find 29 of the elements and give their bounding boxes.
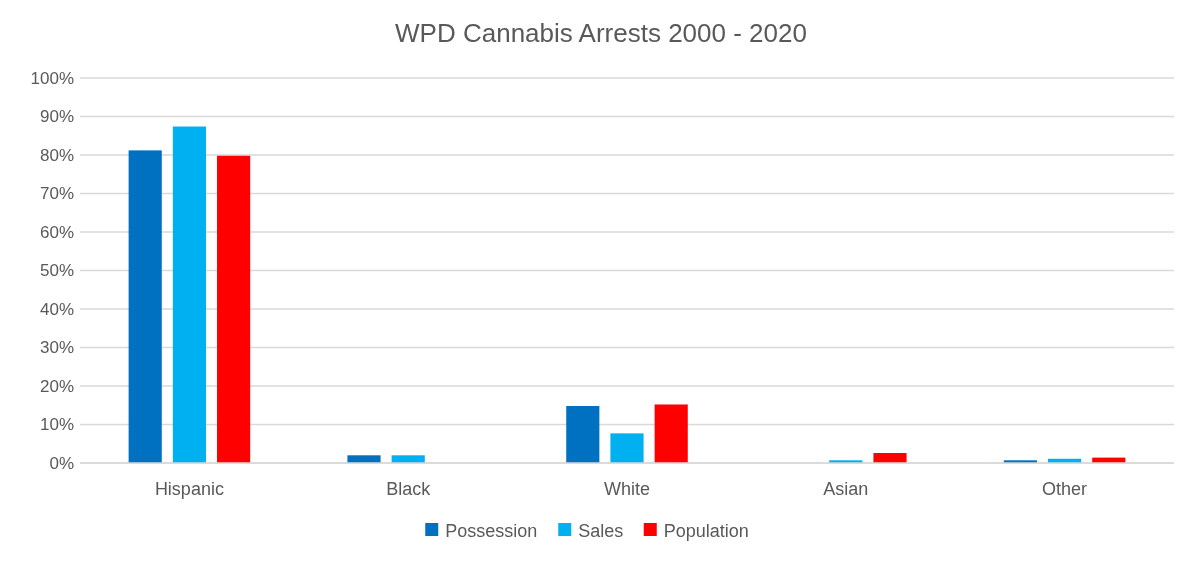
bar (391, 455, 425, 463)
legend-label: Possession (445, 521, 538, 542)
bar (566, 406, 600, 463)
y-tick-label: 70% (39, 184, 74, 204)
bar (873, 452, 907, 463)
y-tick-label: 0% (49, 453, 74, 473)
x-tick-label: Hispanic (154, 479, 224, 499)
x-tick-label: Other (1042, 479, 1088, 499)
bar (654, 404, 688, 463)
bar (172, 126, 206, 463)
y-tick-label: 90% (39, 107, 74, 127)
bar (128, 150, 162, 463)
y-tick-label: 30% (39, 338, 74, 358)
y-tick-label: 80% (39, 145, 74, 165)
bar (217, 155, 251, 463)
legend-label: Population (663, 521, 749, 542)
y-tick-label: 40% (39, 299, 74, 319)
bar (347, 455, 381, 463)
x-tick-label: Asian (823, 479, 869, 499)
y-tick-label: 50% (39, 261, 74, 281)
legend-label: Sales (578, 521, 624, 542)
y-tick-label: 20% (39, 376, 74, 396)
y-tick-label: 10% (39, 415, 74, 435)
x-tick-label: White (603, 479, 651, 499)
y-tick-label: 60% (39, 222, 74, 242)
x-tick-label: Black (386, 479, 432, 499)
y-tick-label: 100% (30, 68, 74, 88)
chart-title: WPD Cannabis Arrests 2000 - 2020 (395, 18, 807, 48)
bar (610, 433, 644, 463)
